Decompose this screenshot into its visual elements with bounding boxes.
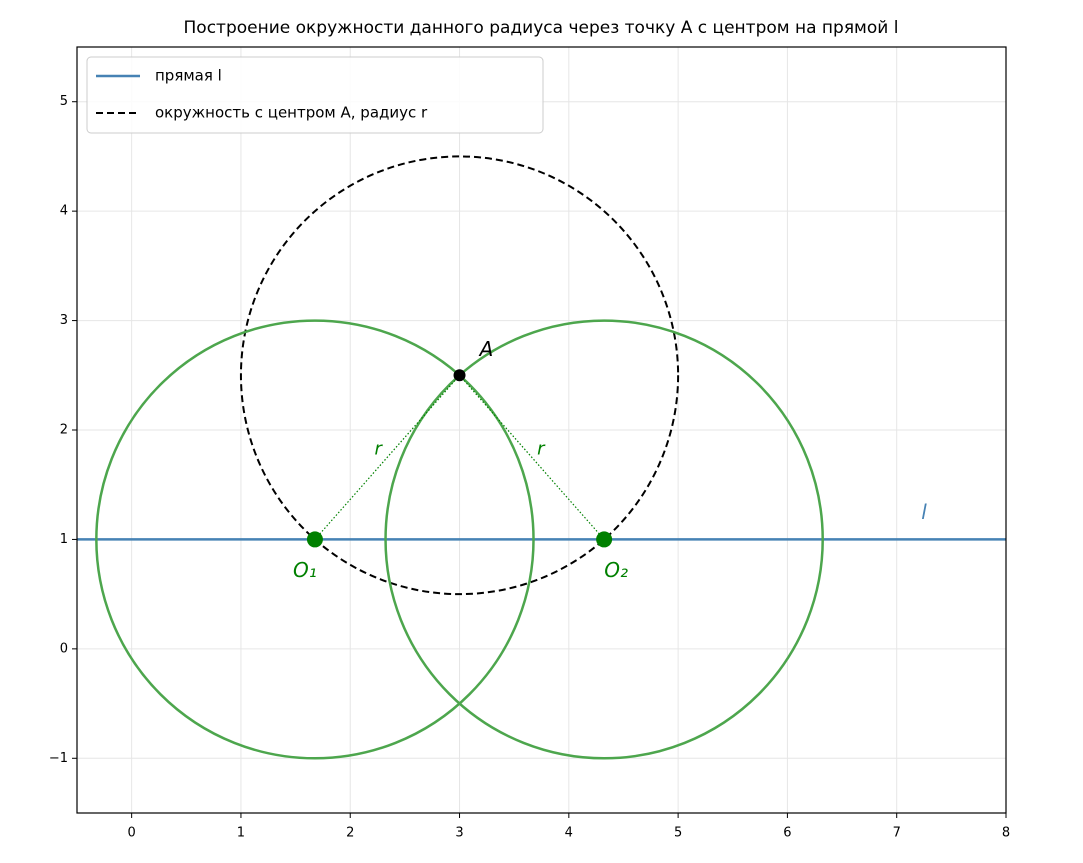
x-tick-label: 2 — [346, 826, 354, 841]
y-tick-label: 0 — [60, 641, 68, 656]
x-tick-label: 6 — [783, 826, 791, 841]
y-tick-label: 2 — [60, 423, 68, 438]
legend-label: окружность с центром A, радиус r — [155, 104, 428, 122]
y-tick-label: 1 — [60, 532, 68, 547]
point-label: A — [478, 337, 494, 361]
radius-segment — [459, 374, 605, 540]
circle — [239, 155, 680, 596]
x-tick-label: 3 — [455, 826, 463, 841]
y-tick-label: 4 — [60, 204, 68, 219]
radius-label: r — [375, 438, 384, 459]
legend-label: прямая l — [155, 67, 222, 85]
y-tick-label: −1 — [49, 751, 68, 766]
chart-title: Построение окружности данного радиуса че… — [184, 18, 899, 38]
y-tick-label: 5 — [60, 94, 68, 109]
point — [596, 531, 613, 548]
line-label: l — [921, 500, 927, 524]
point — [306, 531, 323, 548]
x-tick-label: 5 — [674, 826, 682, 841]
point-label: O₁ — [293, 558, 317, 582]
circle — [384, 319, 824, 760]
x-tick-label: 1 — [237, 826, 245, 841]
point-label: O₂ — [604, 558, 628, 582]
x-tick-label: 7 — [893, 826, 901, 841]
y-tick-label: 3 — [60, 313, 68, 328]
circle — [95, 319, 535, 760]
axes-frame — [76, 46, 1007, 814]
point — [453, 369, 466, 382]
radius-label: r — [537, 438, 546, 459]
x-tick-label: 4 — [565, 826, 573, 841]
legend-box — [86, 56, 544, 134]
radius-segment — [314, 374, 460, 540]
x-tick-label: 8 — [1002, 826, 1010, 841]
x-tick-label: 0 — [128, 826, 136, 841]
